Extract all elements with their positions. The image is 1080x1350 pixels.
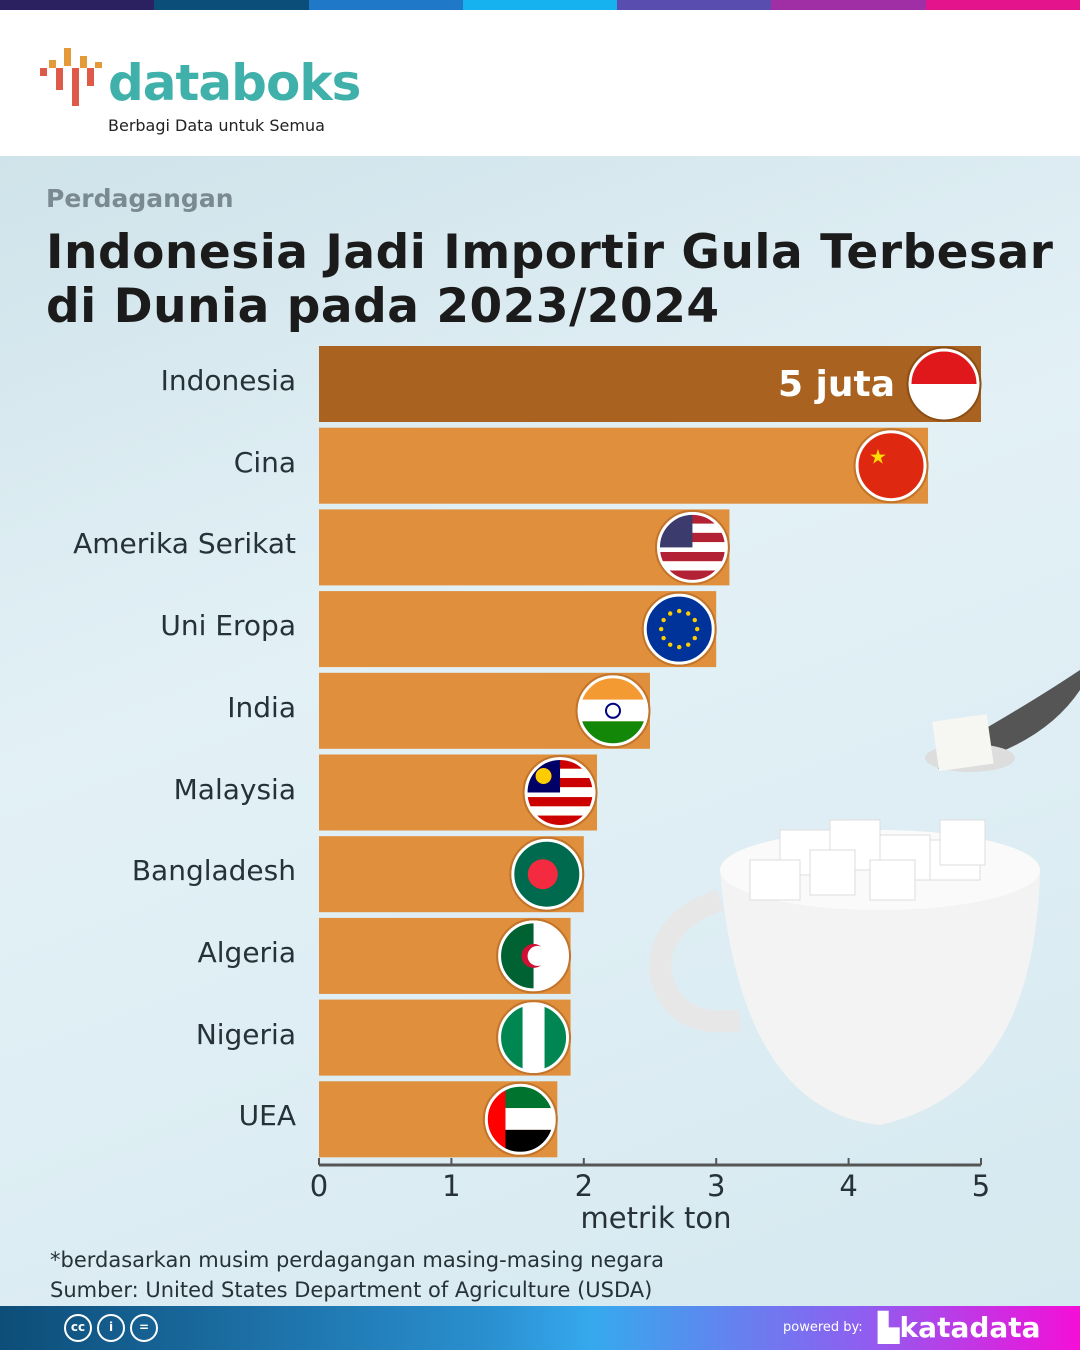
title-line-2: di Dunia pada 2023/2024: [46, 279, 720, 334]
flag-usa-icon: [659, 514, 726, 581]
bar-group: [319, 754, 598, 831]
top-color-bar: [0, 0, 1080, 10]
category-label: Nigeria: [195, 1017, 296, 1051]
x-tick-label: 2: [575, 1169, 593, 1203]
data-label: 5 juta: [778, 364, 895, 405]
sugar-cup-illustration: [648, 670, 1080, 1125]
flag-nigeria-icon: [500, 1004, 567, 1071]
bar: [319, 346, 981, 422]
title-line-1: Indonesia Jadi Importir Gula Terbesar: [46, 225, 1054, 280]
bar-group: [319, 999, 572, 1076]
databoks-logo-icon: [40, 48, 102, 106]
footer: cc i = powered by: ▙katadata: [0, 1306, 1080, 1350]
bar-group: [319, 509, 730, 586]
noderivs-icon: =: [130, 1314, 158, 1342]
flag-algeria-icon: [500, 922, 567, 989]
katadata-logo: ▙katadata: [878, 1311, 1041, 1344]
x-axis-label: metrik ton: [581, 1201, 732, 1235]
powered-by: powered by:: [783, 1320, 863, 1335]
bar-group: [319, 836, 585, 913]
bar-group: ★: [319, 427, 929, 504]
category-label: Indonesia: [160, 364, 296, 397]
category-label: Algeria: [197, 935, 296, 969]
tagline: Berbagi Data untuk Semua: [108, 116, 325, 135]
category-label: Uni Eropa: [160, 609, 296, 643]
category-label: Cina: [233, 445, 296, 479]
x-tick-label: 0: [310, 1169, 328, 1203]
bar-group: 5 juta: [319, 346, 982, 422]
flag-bangladesh-icon: [513, 841, 580, 908]
bar-group: [319, 917, 572, 994]
bar-group: [319, 672, 651, 749]
logo-text: databoks: [108, 54, 361, 112]
category-label: UEA: [238, 1099, 296, 1133]
cc-icon: cc: [64, 1314, 92, 1342]
category-label: Amerika Serikat: [73, 527, 296, 561]
flag-india-icon: [580, 677, 646, 744]
category-label: Perdagangan: [46, 184, 234, 213]
bar-group: [319, 1081, 558, 1158]
category-label: Malaysia: [173, 772, 296, 806]
footnote: *berdasarkan musim perdagangan masing-ma…: [50, 1248, 665, 1272]
attribution-icon: i: [97, 1314, 125, 1342]
bar: [319, 427, 929, 504]
source: Sumber: United States Department of Agri…: [50, 1278, 653, 1302]
flag-malaysia-icon: [527, 759, 594, 826]
category-label: India: [227, 690, 296, 724]
x-tick-label: 4: [839, 1169, 857, 1203]
flag-china-icon: ★: [858, 432, 925, 499]
flag-eu-icon: [646, 596, 713, 663]
x-tick-label: 3: [707, 1169, 725, 1203]
x-tick-label: 5: [972, 1169, 990, 1203]
page-title: Indonesia Jadi Importir Gula Terbesar di …: [46, 226, 1053, 334]
x-tick-label: 1: [442, 1169, 460, 1203]
bar-chart: 5 juta ★ 0 1 2 3 4 5 metrik ton: [310, 346, 990, 1235]
bar-group: [319, 591, 717, 668]
svg-text:★: ★: [869, 445, 887, 469]
category-label: Bangladesh: [131, 854, 296, 888]
header: databoks Berbagi Data untuk Semua: [0, 10, 1080, 156]
